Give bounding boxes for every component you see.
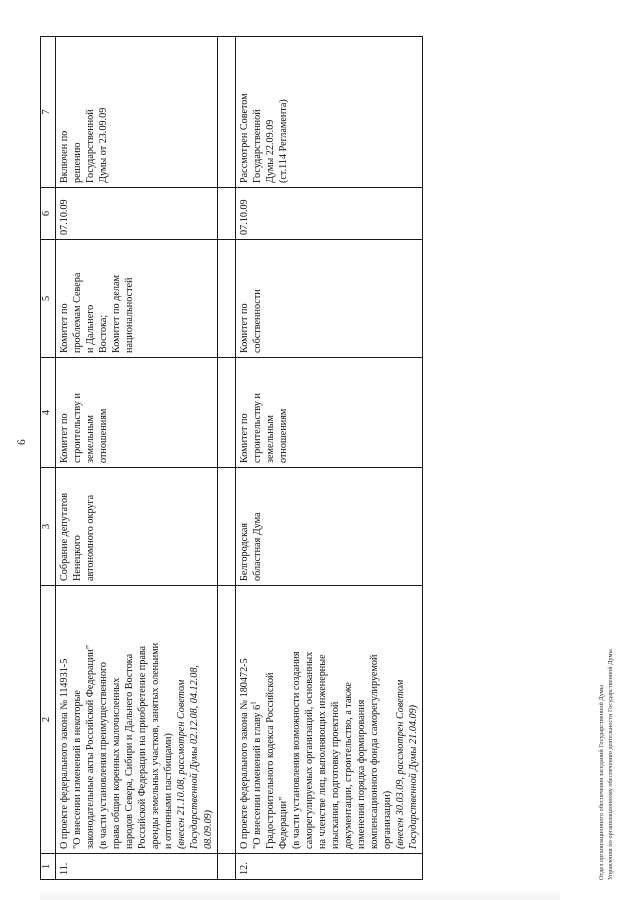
cell-text-line: Градостроительного кодекса Российской xyxy=(264,672,276,850)
column-number-3: 3 xyxy=(40,467,56,586)
cell-note-line: 08.09.09) xyxy=(202,809,214,849)
row-spacer-cell xyxy=(217,36,236,188)
row-spacer-cell xyxy=(217,467,236,586)
cell-text-line: Думы от 23.09.09 xyxy=(98,107,110,183)
footer-line-1: Отдел организационного обеспечения засед… xyxy=(598,685,605,880)
row-spacer xyxy=(217,36,236,880)
cell-text-line: проблемам Севера xyxy=(72,272,84,353)
cell-text-line: "О внесении изменений в главу 61 xyxy=(249,701,263,849)
session-date-cell: 07.10.09 xyxy=(55,187,218,240)
table-row: 11. О проекте федерального закона № 11493… xyxy=(55,36,218,880)
cell-text-line: О проекте федерального закона № 114931-5 xyxy=(59,658,70,849)
row-ordinal: 11. xyxy=(55,853,218,880)
cell-note-line: Государственной Думы 02.12.08, 04.12.08, xyxy=(189,665,201,849)
cell-text-line: народов Севера, Сибири и Дальнего Восток… xyxy=(124,653,136,849)
cell-text-line: компенсационного фонда саморегулируемой xyxy=(369,654,381,849)
column-number-2: 2 xyxy=(40,585,56,854)
cell-text-line: отношениям xyxy=(277,408,289,463)
cell-text-line: и отгонными пастбищами) xyxy=(163,733,175,849)
column-number-4: 4 xyxy=(40,357,56,468)
cell-text-line: Собрание депутатов xyxy=(59,493,70,581)
superscript-marker: 1 xyxy=(249,701,258,705)
bill-subject-cell: О проекте федерального закона № 180472-5… xyxy=(235,585,423,854)
cell-text-line: Комитет по xyxy=(59,413,70,463)
footer-block: Отдел организационного обеспечения засед… xyxy=(598,649,615,880)
row-spacer-cell xyxy=(217,187,236,240)
cell-text-line: областная Дума xyxy=(251,512,263,581)
cell-text-line: земельным xyxy=(264,415,276,463)
cell-text-line: документации, строительство, а также xyxy=(342,682,354,849)
cell-text-line: автономного округа xyxy=(85,494,97,581)
column-number-6: 6 xyxy=(40,187,56,240)
cell-text-line: Федерации" xyxy=(277,796,289,849)
cell-text-line: Рассмотрен Советом xyxy=(238,93,250,183)
row-spacer-cell xyxy=(217,853,236,880)
scan-gutter-shadow xyxy=(40,887,560,900)
cell-text-line: "О внесении изменений в некоторые xyxy=(72,690,84,849)
legislation-table: 1 2 3 4 5 6 7 11. О проекте федерального … xyxy=(40,36,423,880)
cell-text-line: законодательные акты Российской Федераци… xyxy=(85,644,97,849)
cell-text-line: решению xyxy=(72,142,84,184)
cell-text-line: Думы 22.09.09 xyxy=(264,119,276,183)
decision-cell: Рассмотрен Советом Государственной Думы 22… xyxy=(235,36,423,188)
cell-text-line: Российской Федерации на приобретение пра… xyxy=(137,645,149,849)
column-number-7: 7 xyxy=(40,36,56,188)
cell-text-line: О проекте федерального закона № 180472-5 xyxy=(238,658,250,849)
cell-text-line: Востока; xyxy=(98,314,110,353)
cell-text-line: земельным xyxy=(85,415,97,463)
cell-text-line: Комитет по xyxy=(238,303,250,353)
cell-text-line: Комитет по xyxy=(59,303,70,353)
cell-text-line: собственности xyxy=(251,289,263,353)
cell-text-line: и Дальнего xyxy=(85,304,97,353)
cell-text-line: (ст.114 Регламента) xyxy=(277,99,289,183)
cell-text-line: национальностей xyxy=(124,277,136,353)
cell-text-line: Включен по xyxy=(59,130,70,183)
cell-text-line: на членстве лиц, выполняющих инженерные xyxy=(316,654,328,849)
session-date-cell: 07.10.09 xyxy=(235,187,423,240)
cell-text-line: Комитет по xyxy=(238,413,250,463)
decision-cell: Включен по решению Государственной Думы от … xyxy=(55,36,218,188)
cell-text-line: изыскания, подготовку проектной xyxy=(329,701,341,849)
page-number: 6 xyxy=(16,439,28,445)
cell-text-line: (в части установления возможности создан… xyxy=(290,651,302,849)
cell-text-line: строительству и xyxy=(72,393,84,463)
row-spacer-cell xyxy=(217,585,236,854)
row-ordinal: 12. xyxy=(235,853,423,880)
cell-text-line: Белгородская xyxy=(238,522,250,581)
cell-text-line: Государственной xyxy=(85,109,97,183)
cell-text-line: Комитет по делам xyxy=(111,275,123,353)
cell-text-line: аренды земельных участков, занятых олень… xyxy=(150,642,162,849)
cell-text-line: отношениям xyxy=(98,408,110,463)
co-committee-cell: Комитет по собственности xyxy=(235,239,423,358)
table-row: 12. О проекте федерального закона № 18047… xyxy=(235,36,423,880)
session-date: 07.10.09 xyxy=(238,199,250,235)
co-committee-cell: Комитет по проблемам Севера и Дальнего Вост… xyxy=(55,239,218,358)
cell-note-line: (внесен 30.03.09, рассмотрен Советом xyxy=(395,679,407,849)
cell-text-line: права общин коренных малочисленных xyxy=(111,677,123,849)
footer-line-2: Управления по организационному обеспечен… xyxy=(606,649,614,880)
column-number-1: 1 xyxy=(40,853,56,880)
cell-text-line: организации) xyxy=(382,790,394,849)
bill-initiator-cell: Собрание депутатов Ненецкого автономного о… xyxy=(55,467,218,586)
row-spacer-cell xyxy=(217,239,236,358)
column-number-5: 5 xyxy=(40,239,56,358)
responsible-committee-cell: Комитет по строительству и земельным отноше… xyxy=(235,357,423,468)
bill-initiator-cell: Белгородская областная Дума xyxy=(235,467,423,586)
bill-subject-cell: О проекте федерального закона № 114931-5… xyxy=(55,585,218,854)
cell-text-line: строительству и xyxy=(251,393,263,463)
responsible-committee-cell: Комитет по строительству и земельным отноше… xyxy=(55,357,218,468)
column-number-row: 1 2 3 4 5 6 7 xyxy=(40,36,56,880)
session-date: 07.10.09 xyxy=(59,199,70,235)
cell-text-line: изменения порядка формирования xyxy=(356,699,368,849)
cell-text-line: Государственной xyxy=(251,109,263,183)
cell-text-line: (в части установления преимущественного xyxy=(98,662,110,849)
cell-text-line: Ненецкого xyxy=(72,535,84,581)
table-body: 1 2 3 4 5 6 7 11. О проекте федерального … xyxy=(40,36,423,880)
row-spacer-cell xyxy=(217,357,236,468)
cell-note-line: (внесен 21.10.08, рассмотрен Советом xyxy=(176,679,188,849)
cell-text-line: саморегулируемых организаций, основанных xyxy=(303,651,315,849)
cell-note-line: Государственной Думы 21.04.09) xyxy=(408,704,420,849)
